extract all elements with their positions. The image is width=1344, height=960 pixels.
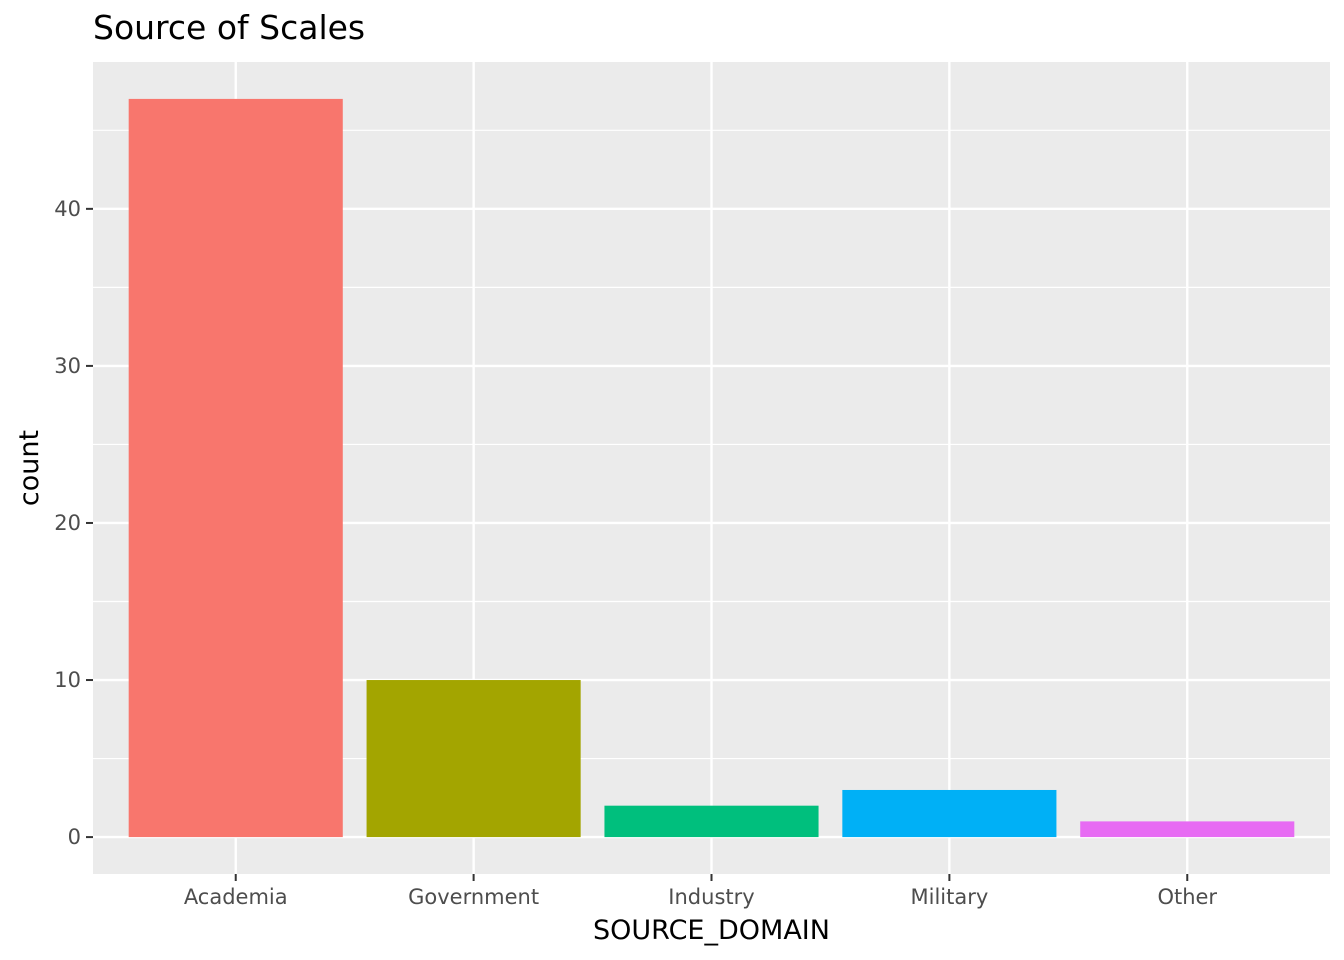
y-tick-label: 30 — [54, 354, 81, 378]
bar-military — [842, 789, 1057, 838]
y-tick-label: 0 — [68, 825, 81, 849]
chart-title: Source of Scales — [93, 8, 366, 47]
x-axis-title: SOURCE_DOMAIN — [593, 915, 830, 946]
x-tick-label: Government — [408, 885, 539, 909]
bar-government — [366, 680, 581, 838]
bar-other — [1080, 821, 1295, 838]
x-axis: Academia Government Industry Military Other — [184, 874, 1217, 909]
y-tick-label: 40 — [54, 197, 81, 221]
bar-academia — [128, 98, 343, 838]
x-tick-label: Military — [910, 885, 988, 909]
x-tick-label: Industry — [668, 885, 754, 909]
x-tick-label: Other — [1157, 885, 1217, 909]
y-tick-label: 20 — [54, 511, 81, 535]
bars — [128, 98, 1295, 838]
y-axis: 0 10 20 30 40 — [54, 197, 93, 849]
bar-industry — [604, 805, 819, 838]
y-axis-title: count — [14, 430, 45, 506]
y-tick-label: 10 — [54, 668, 81, 692]
x-tick-label: Academia — [184, 885, 288, 909]
